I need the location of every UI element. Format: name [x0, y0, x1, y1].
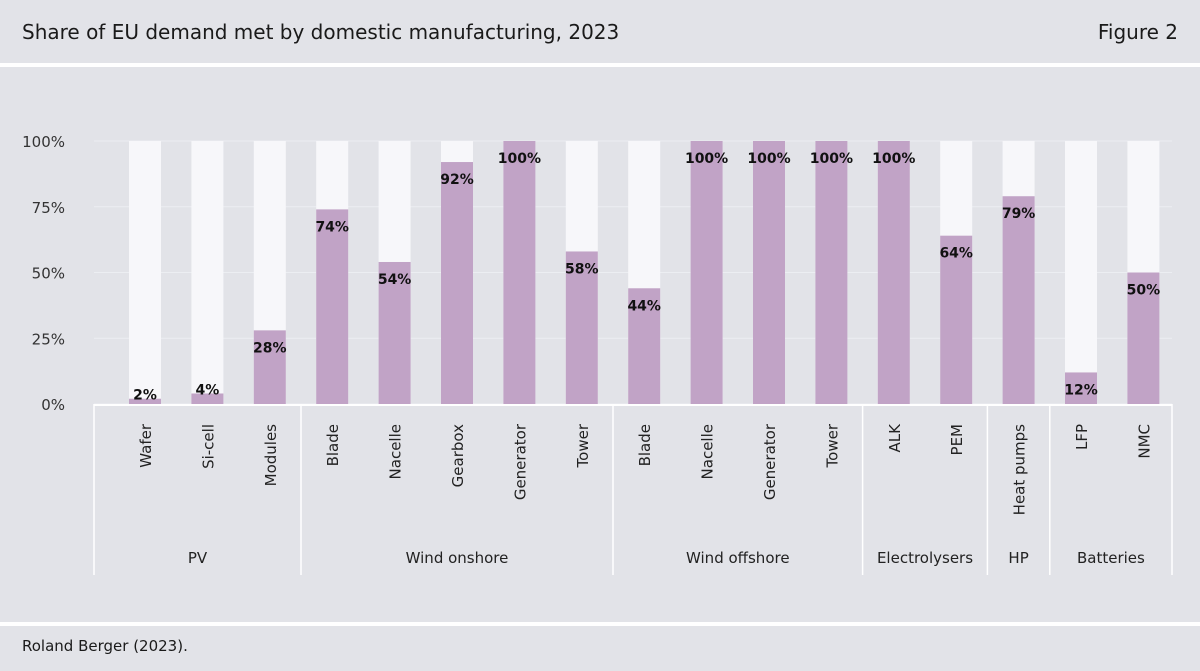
category-label: NMC [1135, 424, 1153, 459]
footer-divider [0, 622, 1200, 626]
data-label: 79% [1002, 206, 1036, 222]
data-label: 100% [747, 151, 790, 167]
data-label: 12% [1064, 382, 1098, 398]
data-label: 64% [939, 246, 973, 262]
bar [441, 162, 473, 404]
y-tick-label: 75% [32, 199, 65, 217]
group-label: Wind onshore [406, 549, 509, 567]
bar [378, 261, 411, 404]
category-label: LFP [1073, 424, 1091, 450]
bar [628, 288, 661, 404]
data-label: 54% [378, 272, 412, 288]
bar [191, 393, 224, 404]
data-label: 100% [810, 151, 853, 167]
data-label: 100% [498, 151, 541, 167]
chart-title: Share of EU demand met by domestic manuf… [22, 20, 620, 44]
bar [1127, 272, 1160, 404]
header-divider [0, 63, 1200, 67]
data-label: 100% [872, 151, 915, 167]
data-label: 28% [253, 340, 287, 356]
data-label: 50% [1127, 283, 1161, 299]
group-label: Electrolysers [877, 549, 973, 567]
category-label: Generator [511, 423, 529, 500]
source-note: Roland Berger (2023). [22, 637, 188, 655]
data-label: 100% [685, 151, 728, 167]
category-label: Heat pumps [1011, 424, 1029, 516]
bar [690, 141, 723, 404]
data-label: 74% [315, 219, 349, 235]
bar [316, 209, 349, 404]
category-label: ALK [886, 423, 904, 453]
group-label: PV [188, 549, 208, 567]
bar [565, 251, 598, 404]
category-label: Si-cell [199, 424, 217, 469]
category-label: Blade [636, 424, 654, 466]
category-label: Wafer [137, 423, 155, 468]
header: Share of EU demand met by domestic manuf… [0, 0, 1200, 63]
data-label: 44% [627, 298, 661, 314]
group-label: Batteries [1077, 549, 1145, 567]
data-label: 2% [133, 388, 157, 404]
category-label: Generator [761, 423, 779, 500]
bar [753, 141, 785, 404]
bar [815, 141, 848, 404]
bar [1065, 372, 1097, 404]
bar [877, 141, 910, 404]
bar-remainder [129, 141, 161, 404]
data-label: 92% [440, 172, 474, 188]
category-label: Tower [823, 423, 841, 468]
y-tick-label: 0% [41, 396, 65, 414]
category-label: Nacelle [699, 424, 717, 479]
y-tick-label: 100% [22, 133, 65, 151]
category-label: Nacelle [387, 424, 405, 479]
bar [253, 330, 286, 404]
y-tick-label: 25% [32, 330, 65, 348]
data-label: 58% [565, 261, 599, 277]
bar-remainder [191, 141, 224, 404]
category-label: Tower [574, 423, 592, 468]
figure-label: Figure 2 [1097, 20, 1178, 44]
group-label: Wind offshore [686, 549, 790, 567]
category-label: PEM [948, 424, 966, 455]
category-label: Blade [324, 424, 342, 466]
bar [1002, 196, 1035, 404]
y-tick-label: 50% [32, 265, 65, 283]
data-label: 4% [196, 382, 220, 398]
bar [129, 398, 161, 404]
bar-remainder [1065, 141, 1097, 404]
bar [940, 235, 973, 404]
group-label: HP [1008, 549, 1028, 567]
category-label: Gearbox [449, 424, 467, 487]
bar [503, 141, 536, 404]
category-label: Modules [262, 424, 280, 487]
